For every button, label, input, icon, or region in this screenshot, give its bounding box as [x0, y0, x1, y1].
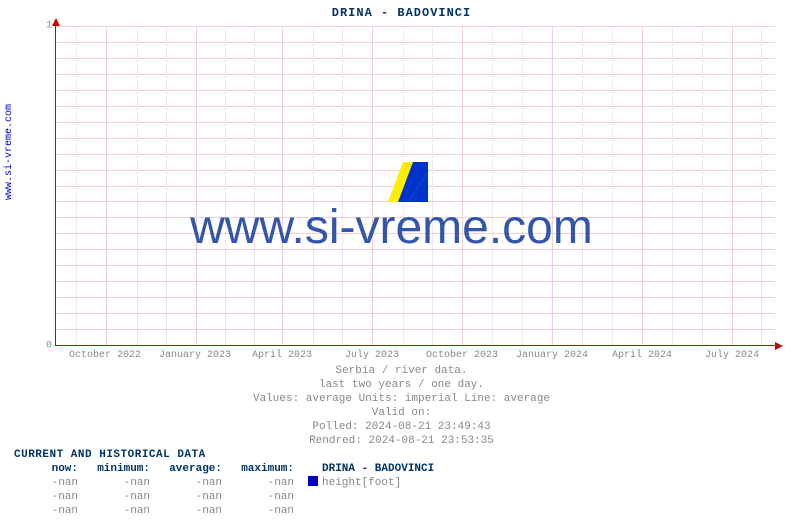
x-tick-6: April 2024: [612, 350, 672, 361]
cell: -nan: [230, 504, 302, 518]
cell: -nan: [158, 490, 230, 504]
cell: -nan: [14, 504, 86, 518]
y-tick-1: 1: [38, 21, 52, 32]
col-head-min: minimum:: [86, 462, 158, 476]
meta-line: Valid on:: [0, 406, 803, 420]
cell: -nan: [86, 504, 158, 518]
meta-line: Rendred: 2024-08-21 23:53:35: [0, 434, 803, 448]
x-tick-2: April 2023: [252, 350, 312, 361]
x-tick-0: October 2022: [69, 350, 141, 361]
x-tick-4: October 2023: [426, 350, 498, 361]
cell: -nan: [230, 490, 302, 504]
watermark-logo-icon: [388, 162, 428, 202]
meta-line: Values: average Units: imperial Line: av…: [0, 392, 803, 406]
data-table: CURRENT AND HISTORICAL DATA now: minimum…: [14, 448, 434, 518]
chart-meta: Serbia / river data. last two years / on…: [0, 364, 803, 448]
cell: -nan: [14, 490, 86, 504]
cell: -nan: [86, 490, 158, 504]
x-tick-1: January 2023: [159, 350, 231, 361]
cell: -nan: [158, 476, 230, 490]
table-row: -nan -nan -nan -nan: [14, 504, 434, 518]
col-head-max: maximum:: [230, 462, 302, 476]
x-tick-7: July 2024: [705, 350, 759, 361]
table-row: -nan -nan -nan -nan: [14, 490, 434, 504]
cell: -nan: [158, 504, 230, 518]
cell: -nan: [230, 476, 302, 490]
table-row: -nan -nan -nan -nan height[foot]: [14, 476, 434, 490]
col-head-avg: average:: [158, 462, 230, 476]
cell: -nan: [86, 476, 158, 490]
data-heading: CURRENT AND HISTORICAL DATA: [14, 448, 434, 462]
chart-title: DRINA - BADOVINCI: [0, 6, 803, 20]
site-label-vertical: www.si-vreme.com: [4, 104, 15, 200]
cell: -nan: [14, 476, 86, 490]
x-tick-3: July 2023: [345, 350, 399, 361]
meta-line: Polled: 2024-08-21 23:49:43: [0, 420, 803, 434]
legend-swatch-icon: [308, 476, 318, 486]
series-label: DRINA - BADOVINCI: [322, 462, 434, 476]
col-head-now: now:: [14, 462, 86, 476]
meta-line: Serbia / river data.: [0, 364, 803, 378]
watermark-text: www.si-vreme.com: [0, 200, 783, 255]
x-tick-5: January 2024: [516, 350, 588, 361]
y-tick-0: 0: [38, 341, 52, 352]
meta-line: last two years / one day.: [0, 378, 803, 392]
legend-label: height[foot]: [322, 477, 401, 489]
